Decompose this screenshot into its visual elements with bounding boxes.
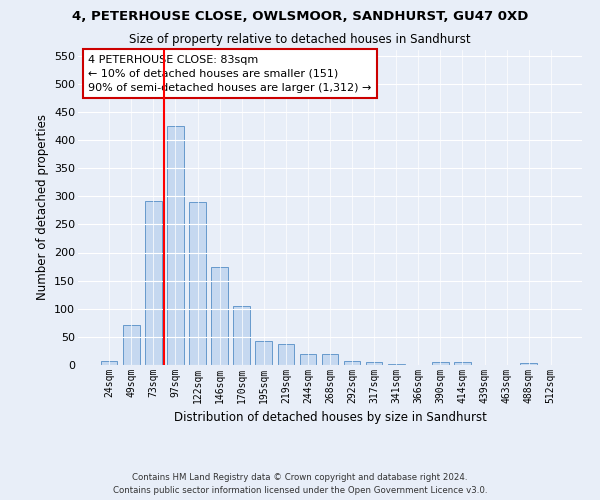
- Text: Contains HM Land Registry data © Crown copyright and database right 2024.
Contai: Contains HM Land Registry data © Crown c…: [113, 473, 487, 495]
- Y-axis label: Number of detached properties: Number of detached properties: [35, 114, 49, 300]
- Bar: [211, 266, 228, 365]
- Text: 4, PETERHOUSE CLOSE, OWLSMOOR, SANDHURST, GU47 0XD: 4, PETERHOUSE CLOSE, OWLSMOOR, SANDHURST…: [72, 10, 528, 23]
- Bar: [123, 324, 140, 365]
- Bar: [256, 341, 272, 365]
- Bar: [278, 344, 294, 365]
- Bar: [299, 354, 316, 365]
- Bar: [189, 202, 206, 365]
- Bar: [388, 364, 404, 365]
- Bar: [233, 306, 250, 365]
- Text: 4 PETERHOUSE CLOSE: 83sqm
← 10% of detached houses are smaller (151)
90% of semi: 4 PETERHOUSE CLOSE: 83sqm ← 10% of detac…: [88, 54, 371, 92]
- Bar: [167, 126, 184, 365]
- Bar: [344, 360, 361, 365]
- Text: Size of property relative to detached houses in Sandhurst: Size of property relative to detached ho…: [129, 32, 471, 46]
- Bar: [432, 362, 449, 365]
- Bar: [145, 200, 161, 365]
- Bar: [366, 362, 382, 365]
- Bar: [520, 363, 537, 365]
- X-axis label: Distribution of detached houses by size in Sandhurst: Distribution of detached houses by size …: [173, 412, 487, 424]
- Bar: [454, 362, 471, 365]
- Bar: [101, 360, 118, 365]
- Bar: [322, 354, 338, 365]
